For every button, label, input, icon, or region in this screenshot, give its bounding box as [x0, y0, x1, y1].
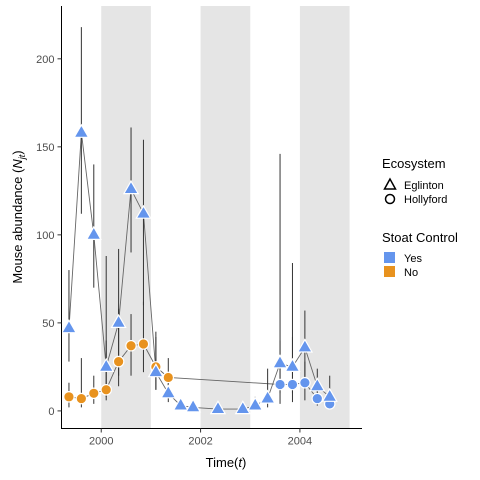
legend-triangle-icon	[383, 177, 397, 190]
point-eglinton-14	[259, 389, 276, 404]
legend-swatch-yes	[384, 252, 395, 263]
legend-title-stoat-control: Stoat Control	[382, 230, 458, 245]
point-hollyford-10	[286, 378, 299, 391]
point-eglinton-7	[147, 363, 165, 378]
point-hollyford-8	[162, 371, 175, 384]
legend-label-hollyford: Hollyford	[404, 194, 447, 206]
point-eglinton-9	[172, 396, 189, 411]
point-eglinton-18	[309, 377, 326, 392]
point-eglinton-0	[60, 319, 78, 334]
shaded-period-2	[299, 6, 350, 429]
axes	[61, 6, 362, 429]
y-tick-label-50: 50	[42, 318, 54, 330]
legend-circle-icon	[384, 193, 396, 205]
y-tick-label-0: 0	[48, 406, 54, 418]
legend-label-yes: Yes	[404, 253, 422, 265]
point-eglinton-8	[160, 384, 177, 399]
point-hollyford-12	[311, 392, 324, 405]
point-hollyford-4	[112, 355, 125, 368]
legend-label-no: No	[404, 267, 418, 279]
point-eglinton-16	[284, 357, 301, 372]
point-hollyford-1	[75, 392, 88, 405]
shaded-period-1	[200, 6, 251, 429]
point-hollyford-9	[274, 378, 286, 391]
y-tick-label-150: 150	[36, 142, 54, 154]
point-eglinton-12	[234, 400, 251, 415]
point-hollyford-5	[125, 339, 137, 352]
legend: Ecosystem Eglinton Hollyford Stoat Contr…	[382, 156, 458, 279]
point-eglinton-3	[98, 357, 115, 372]
y-tick-label-100: 100	[36, 230, 54, 242]
data-points	[60, 123, 338, 415]
x-ticks: 2000 2002 2004	[89, 428, 312, 448]
point-hollyford-2	[87, 387, 100, 400]
point-hollyford-6	[137, 338, 150, 350]
legend-label-eglinton: Eglinton	[404, 180, 444, 192]
point-eglinton-6	[135, 204, 152, 219]
point-eglinton-10	[184, 398, 202, 413]
point-eglinton-19	[321, 387, 338, 402]
point-eglinton-4	[110, 313, 127, 328]
point-hollyford-0	[63, 391, 75, 403]
point-eglinton-17	[296, 338, 314, 353]
point-eglinton-15	[271, 354, 289, 369]
point-hollyford-3	[100, 383, 113, 396]
legend-title-ecosystem: Ecosystem	[382, 156, 446, 171]
point-eglinton-13	[247, 396, 264, 411]
point-hollyford-11	[299, 376, 311, 389]
y-tick-label-200: 200	[36, 54, 54, 66]
y-ticks: 0 50 100 150 200	[36, 54, 62, 418]
x-axis-title: Time(t)	[206, 455, 247, 470]
point-eglinton-5	[122, 179, 140, 195]
shaded-periods	[101, 6, 350, 429]
legend-swatch-no	[384, 266, 395, 277]
x-tick-label-2000: 2000	[89, 436, 113, 448]
y-axis-title: Mouse abundance (Njt)	[10, 150, 27, 283]
point-eglinton-2	[85, 225, 102, 240]
point-eglinton-1	[73, 123, 90, 138]
x-tick-label-2004: 2004	[288, 436, 312, 448]
x-tick-label-2002: 2002	[188, 436, 212, 448]
point-eglinton-11	[209, 400, 227, 415]
